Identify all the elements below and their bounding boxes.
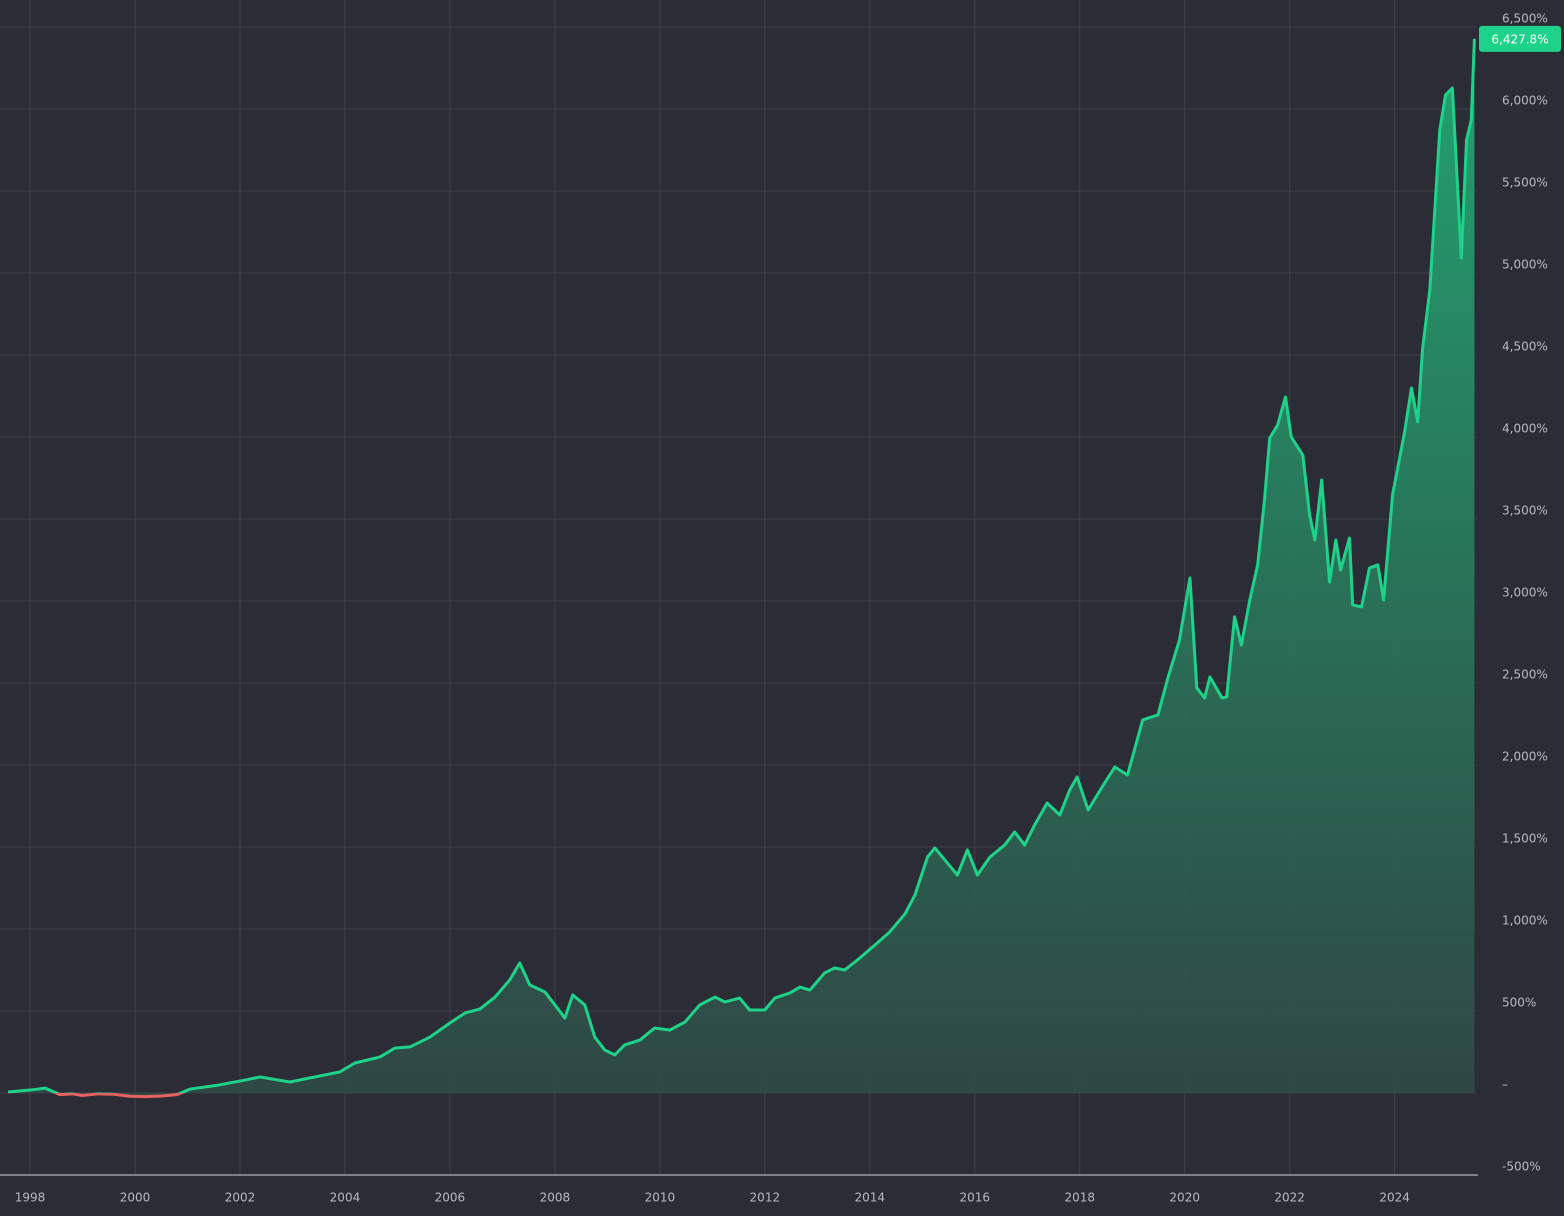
y-tick-label: -500% (1502, 1160, 1541, 1174)
x-tick-label: 2024 (1379, 1191, 1410, 1205)
y-tick-label: 500% (1502, 996, 1536, 1010)
x-tick-label: 2002 (225, 1191, 256, 1205)
x-tick-label: 1998 (15, 1191, 46, 1205)
y-tick-label: 6,500% (1502, 12, 1548, 26)
y-tick-label: 4,000% (1502, 422, 1548, 436)
y-tick-label: 5,500% (1502, 176, 1548, 190)
y-tick-label: 2,500% (1502, 668, 1548, 682)
area-fill (8, 38, 1475, 1097)
y-tick-label: 3,000% (1502, 586, 1548, 600)
y-tick-label: 4,500% (1502, 340, 1548, 354)
last-value-badge (1479, 25, 1561, 52)
x-tick-label: 2006 (435, 1191, 466, 1205)
x-tick-label: 2004 (330, 1191, 361, 1205)
x-tick-label: 2016 (959, 1191, 990, 1205)
x-tick-label: 2022 (1274, 1191, 1305, 1205)
x-tick-label: 2008 (540, 1191, 571, 1205)
x-tick-label: 2010 (645, 1191, 676, 1205)
last-value-label: 6,427.8% (1491, 32, 1548, 46)
y-tick-label: – (1502, 1078, 1508, 1092)
y-tick-label: 2,000% (1502, 750, 1548, 764)
line (7, 38, 1476, 1099)
x-tick-label: 2000 (120, 1191, 151, 1205)
x-tick-label: 2018 (1064, 1191, 1095, 1205)
y-tick-label: 6,000% (1502, 94, 1548, 108)
y-tick-label: 3,500% (1502, 504, 1548, 518)
y-tick-label: 1,500% (1502, 832, 1548, 846)
x-tick-label: 2020 (1169, 1191, 1200, 1205)
y-tick-label: 5,000% (1502, 258, 1548, 272)
x-tick-label: 2014 (855, 1191, 886, 1205)
y-tick-label: 1,000% (1502, 914, 1548, 928)
x-tick-label: 2012 (750, 1191, 781, 1205)
